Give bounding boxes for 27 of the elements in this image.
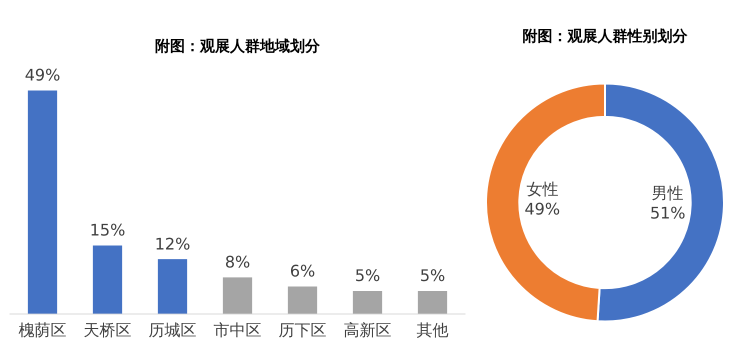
x-tick-label: 其他 bbox=[416, 320, 448, 340]
bar bbox=[288, 286, 318, 314]
slice-label: 女性 bbox=[526, 180, 558, 199]
data-label: 15% bbox=[90, 220, 126, 240]
data-label: 12% bbox=[154, 234, 190, 254]
bar bbox=[418, 291, 448, 314]
bar bbox=[28, 90, 58, 314]
data-label: 51% bbox=[650, 204, 686, 223]
x-tick-label: 天桥区 bbox=[84, 320, 132, 340]
data-label: 5% bbox=[354, 266, 380, 286]
data-label: 6% bbox=[290, 262, 316, 281]
slice-label: 男性 bbox=[652, 184, 684, 203]
x-tick-label: 市中区 bbox=[214, 320, 262, 340]
bar bbox=[92, 245, 122, 314]
data-label: 49% bbox=[524, 200, 560, 219]
x-tick-label: 历城区 bbox=[148, 320, 196, 340]
data-label: 5% bbox=[420, 266, 446, 286]
data-label: 8% bbox=[224, 252, 250, 272]
x-tick-label: 历下区 bbox=[278, 320, 326, 340]
chart-title: 附图：观展人群性别划分 bbox=[522, 26, 688, 45]
x-tick-label: 槐荫区 bbox=[18, 320, 66, 340]
bar bbox=[158, 259, 188, 314]
chart-title: 附图：观展人群地域划分 bbox=[155, 36, 321, 55]
bar bbox=[222, 277, 252, 314]
bar bbox=[352, 291, 382, 314]
x-tick-label: 高新区 bbox=[344, 320, 392, 340]
data-label: 49% bbox=[24, 66, 60, 85]
